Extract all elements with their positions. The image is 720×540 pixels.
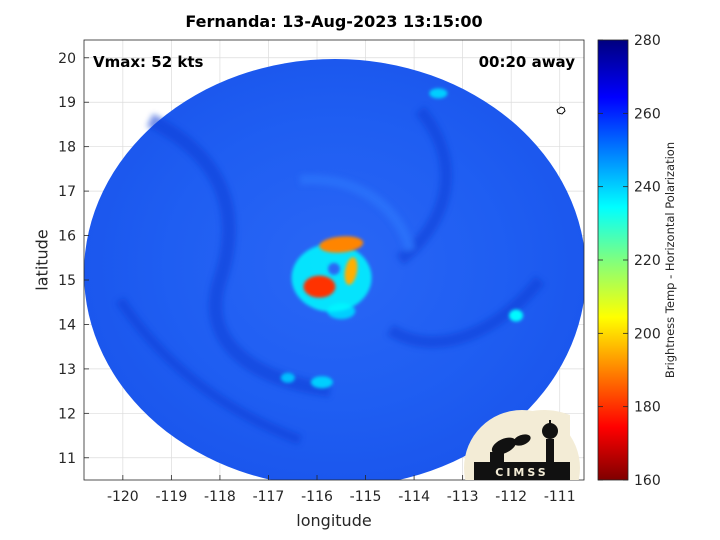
- feature-northern-eyewall-band: [319, 236, 364, 253]
- x-tick-label: -114: [398, 489, 430, 505]
- feature-southern-cell-west: [280, 372, 295, 383]
- feature-southern-cell: [310, 376, 333, 389]
- timing-annotation: 00:20 away: [479, 53, 576, 71]
- x-tick-label: -115: [350, 489, 382, 505]
- band-texture: [115, 106, 545, 445]
- axis-ticks: -120 -119 -118 -117 -116 -115 -114 -113 -112 -111…: [58, 51, 575, 505]
- axes-box: [83, 39, 585, 481]
- x-tick-label: -116: [301, 489, 333, 505]
- storm-eye: [328, 262, 340, 275]
- y-tick-label: 18: [58, 140, 76, 156]
- y-tick-label: 16: [58, 229, 76, 245]
- plot-title: Fernanda: 13-Aug-2023 13:15:00: [185, 12, 483, 31]
- y-tick-label: 15: [58, 273, 76, 289]
- x-tick-label: -111: [544, 489, 576, 505]
- y-tick-label: 13: [58, 362, 76, 378]
- y-tick-label: 17: [58, 184, 76, 200]
- cimss-logo: CIMSS: [464, 409, 580, 480]
- x-tick-label: -119: [155, 489, 187, 505]
- colorbar-tick-label: 180: [634, 400, 661, 416]
- vmax-annotation: Vmax: 52 kts: [93, 53, 203, 71]
- y-tick-label: 12: [58, 406, 76, 422]
- feature-southwest-convective-core: [303, 275, 336, 298]
- x-tick-label: -117: [253, 489, 285, 505]
- feature-inner-core-ring: [291, 243, 372, 312]
- convective-features: [280, 88, 524, 389]
- x-tick-label: -120: [107, 489, 139, 505]
- y-tick-label: 14: [58, 317, 76, 333]
- y-tick-label: 20: [58, 51, 76, 67]
- y-tick-label: 19: [58, 95, 76, 111]
- x-tick-label: -118: [204, 489, 236, 505]
- feature-isolated-cell-east: [509, 309, 524, 322]
- x-tick-label: -113: [447, 489, 479, 505]
- colorbar-ticks: 160 180 200 220 240 260 280: [598, 33, 661, 489]
- y-tick-label: 11: [58, 451, 76, 467]
- swath-layer: [84, 59, 584, 480]
- colorbar-tick-label: 280: [634, 33, 661, 49]
- logo-text: CIMSS: [495, 466, 548, 479]
- colorbar-tick-label: 220: [634, 253, 661, 269]
- colorbar-tick-label: 260: [634, 106, 661, 122]
- feature-northern-cell: [429, 88, 448, 99]
- colorbar-tick-label: 200: [634, 326, 661, 342]
- feature-eastern-hook-band: [344, 257, 358, 285]
- island-outline: [556, 106, 566, 115]
- colorbar-tick-label: 240: [634, 180, 661, 196]
- x-tick-label: -112: [495, 489, 527, 505]
- colorbar-tick-label: 160: [634, 473, 661, 489]
- x-axis-label: longitude: [296, 511, 372, 530]
